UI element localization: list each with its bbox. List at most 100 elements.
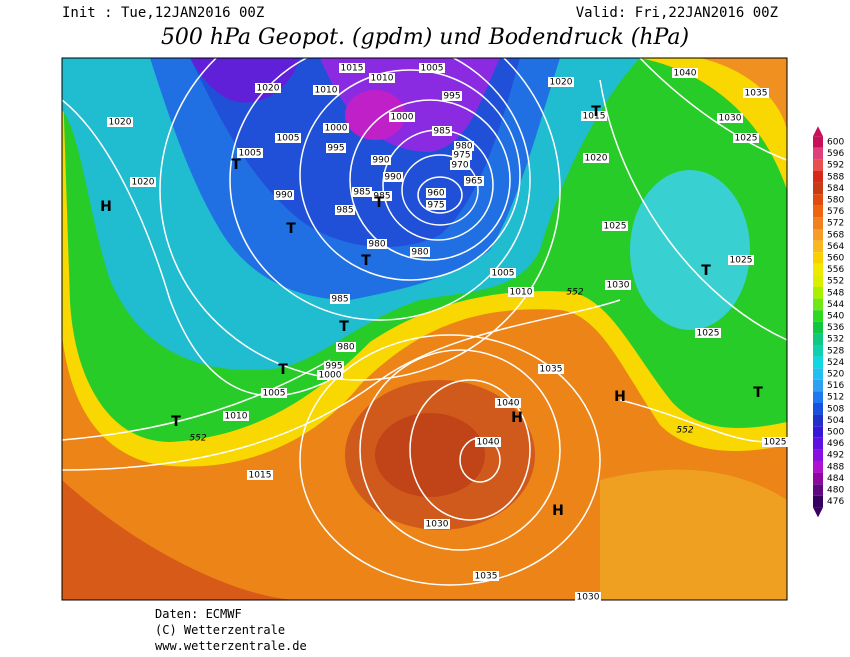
low-marker: T	[591, 104, 601, 120]
isobar-label-box	[371, 155, 391, 165]
colorbar-label: 476	[827, 497, 844, 507]
isobar-label-box	[317, 370, 343, 380]
isobar-label: 1005	[239, 149, 262, 159]
colorbar-swatch	[813, 287, 823, 299]
colorbar-swatch	[813, 321, 823, 334]
contour-label: 552	[676, 426, 693, 436]
colorbar-swatch	[813, 449, 823, 461]
colorbar-label: 504	[827, 416, 844, 426]
low-marker: T	[374, 195, 384, 211]
colorbar-swatch	[813, 182, 823, 195]
isobar-label: 990	[384, 173, 401, 183]
isobar-label-box	[223, 411, 249, 421]
colorbar-swatch	[813, 391, 823, 403]
isobar-label: 1015	[249, 471, 272, 481]
isobar-label-box	[583, 153, 609, 163]
isobar-label-box	[762, 437, 788, 447]
isobar-label: 1040	[497, 399, 520, 409]
init-time: Init : Tue,12JAN2016 00Z	[62, 5, 264, 21]
isobar-label: 1030	[577, 593, 600, 603]
isobar-label: 965	[465, 177, 482, 187]
isobar-label-box	[324, 361, 344, 371]
isobar-label-box	[464, 176, 484, 186]
colorbar-swatch	[813, 147, 823, 160]
footer-url: www.wetterzentrale.de	[155, 639, 307, 653]
isobar-label: 995	[325, 362, 342, 372]
isobar-label: 1030	[607, 281, 630, 291]
colorbar-swatch	[813, 403, 823, 415]
isobar-label: 1000	[319, 371, 342, 381]
isobar-label: 960	[427, 189, 444, 199]
isobar-label-box	[339, 63, 365, 73]
low-marker: T	[361, 253, 371, 269]
high-marker: H	[552, 503, 564, 519]
isobar-label-box	[538, 364, 564, 374]
isobar-label: 1035	[475, 572, 498, 582]
colorbar-label: 480	[827, 486, 844, 496]
colorbar-arrow-top	[813, 126, 823, 137]
isobar-label: 1010	[315, 86, 338, 96]
isobar-label-box	[274, 190, 294, 200]
isobar-label: 1020	[109, 118, 132, 128]
isobar-label: 995	[443, 92, 460, 102]
colorbar-swatch	[813, 368, 823, 380]
colorbar-swatch	[813, 275, 823, 287]
isobar-label: 1000	[391, 113, 414, 123]
isobar-label-box	[367, 239, 387, 249]
isobar-label: 1030	[719, 114, 742, 124]
isobar-label-box	[426, 200, 446, 210]
isobar-label: 1025	[604, 222, 627, 232]
isobar-label-box	[330, 294, 350, 304]
isobar-label: 975	[453, 151, 470, 161]
colorbar-swatch	[813, 414, 823, 427]
colorbar-label: 484	[827, 474, 844, 484]
isobar-label: 1005	[492, 269, 515, 279]
map-labels: 1015 1010 1005 995 1020 1010 1000 1000 985 980 975…	[100, 63, 788, 603]
isobar-label-box	[695, 328, 721, 338]
low-marker: T	[231, 157, 241, 173]
isobar-label: 970	[451, 161, 468, 171]
isobar-label: 1005	[263, 389, 286, 399]
colorbar-label: 540	[827, 312, 844, 322]
colorbar-swatch	[813, 495, 823, 508]
isobar-label-box	[323, 123, 349, 133]
isobar-label-box	[369, 73, 395, 83]
isobar-label-box	[389, 112, 415, 122]
colorbar-swatch	[813, 472, 823, 485]
colorbar-swatch	[813, 205, 823, 218]
colorbar-swatch	[813, 484, 823, 496]
isobar-label-box	[352, 187, 372, 197]
colorbar-label: 512	[827, 393, 844, 403]
isobar-label-box	[717, 113, 743, 123]
low-marker: T	[286, 221, 296, 237]
isobar-label-box	[372, 191, 392, 201]
low-marker: T	[171, 414, 181, 430]
colorbar-label: 492	[827, 451, 844, 461]
high-marker: H	[100, 199, 112, 215]
isobar-label: 1015	[583, 112, 606, 122]
isobar-label: 1005	[277, 134, 300, 144]
colorbar-label: 572	[827, 219, 844, 229]
colorbar-label: 568	[827, 230, 844, 240]
isobar-label: 985	[336, 206, 353, 216]
isobar-label: 1035	[540, 365, 563, 375]
isobar-label: 1005	[421, 64, 444, 74]
isobar-label: 985	[373, 192, 390, 202]
isobar-label-box	[107, 117, 133, 127]
isobar-label-box	[130, 177, 156, 187]
colorbar-swatch	[813, 240, 823, 253]
isobar-label: 1020	[132, 178, 155, 188]
isobar-label-box	[575, 592, 601, 602]
colorbar-swatch	[813, 356, 823, 369]
colorbar-label: 576	[827, 207, 844, 217]
isobar-label: 1010	[510, 288, 533, 298]
isobar-label-box	[247, 470, 273, 480]
colorbar-label: 520	[827, 370, 844, 380]
isobar-label: 980	[337, 343, 354, 353]
isobar-label-box	[495, 398, 521, 408]
isobar-label-box	[743, 88, 769, 98]
map-frame	[61, 57, 788, 601]
low-marker: T	[753, 385, 763, 401]
colorbar-swatch	[813, 426, 823, 438]
